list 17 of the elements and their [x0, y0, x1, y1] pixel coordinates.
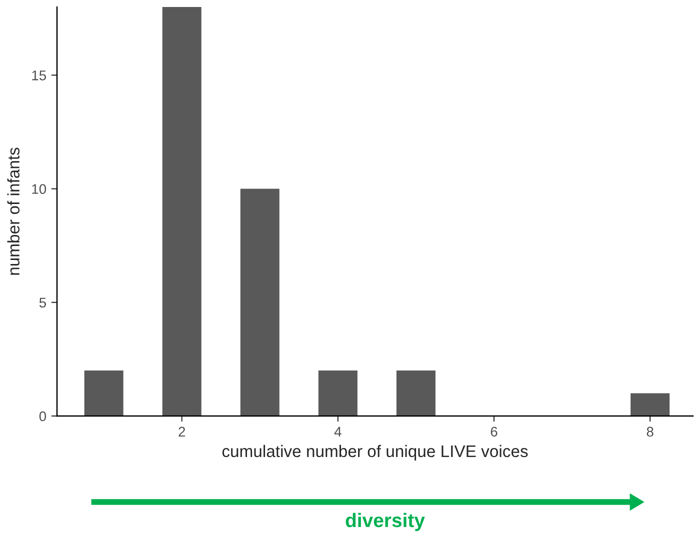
x-axis-title: cumulative number of unique LIVE voices [222, 444, 528, 460]
text: diversity [346, 512, 425, 532]
bar [84, 370, 124, 416]
bar [630, 393, 670, 416]
y-tick-label: 5 [39, 298, 46, 308]
y-tick-label: 10 [32, 184, 46, 194]
bar [162, 7, 202, 416]
x-tick-label: 8 [646, 426, 654, 437]
bar [396, 370, 436, 416]
y-tick-label: 15 [32, 70, 46, 80]
bar [240, 188, 280, 416]
bar [318, 370, 358, 416]
y-tick-label: 0 [39, 411, 46, 422]
x-tick-label: 4 [334, 426, 342, 436]
x-tick-label: 6 [490, 426, 498, 437]
y-axis-title: number of infants [7, 148, 20, 275]
x-tick-label: 2 [178, 426, 186, 436]
